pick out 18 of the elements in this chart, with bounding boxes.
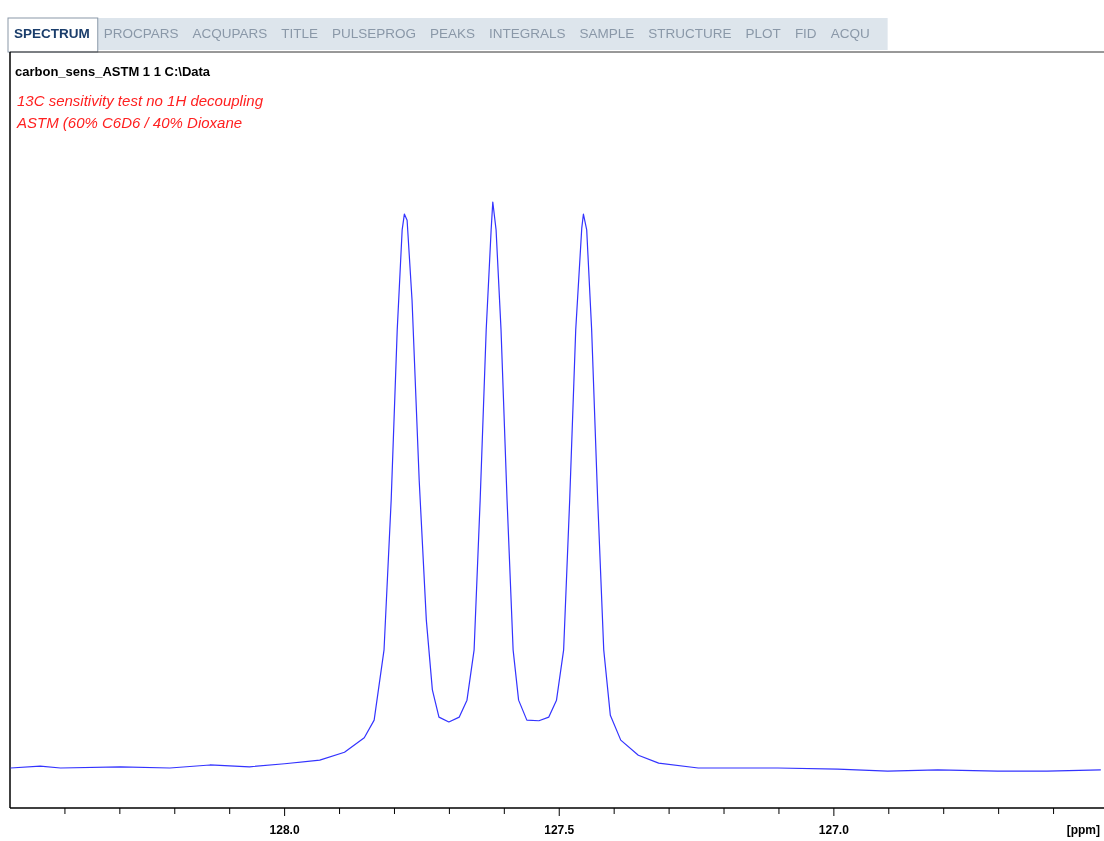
text: PEAKS	[430, 26, 476, 41]
text: FID	[794, 26, 817, 41]
text: PULSEPROG	[332, 26, 417, 41]
x-tick-label: 127.5	[544, 823, 575, 837]
text: SAMPLE	[579, 26, 635, 41]
chart-title: carbon_sens_ASTM 1 1 C:\Data	[15, 64, 211, 79]
text: TITLE	[281, 26, 319, 41]
text: INTEGRALS	[489, 26, 566, 41]
text: PROCPARS	[103, 26, 179, 41]
x-tick-label: 128.0	[269, 823, 300, 837]
text: ACQUPARS	[192, 26, 268, 41]
text: PLOT	[745, 26, 781, 41]
chart-subtitle: 13C sensitivity test no 1H decoupling ASTM (60% C6D6 / 40% Dioxane	[16, 92, 264, 131]
text: SPECTRUM	[14, 26, 90, 41]
x-axis-title: [ppm]	[1066, 823, 1100, 837]
x-tick-label: 127.0	[818, 823, 850, 837]
text: STRUCTURE	[648, 26, 732, 41]
text: ACQU	[830, 26, 870, 41]
